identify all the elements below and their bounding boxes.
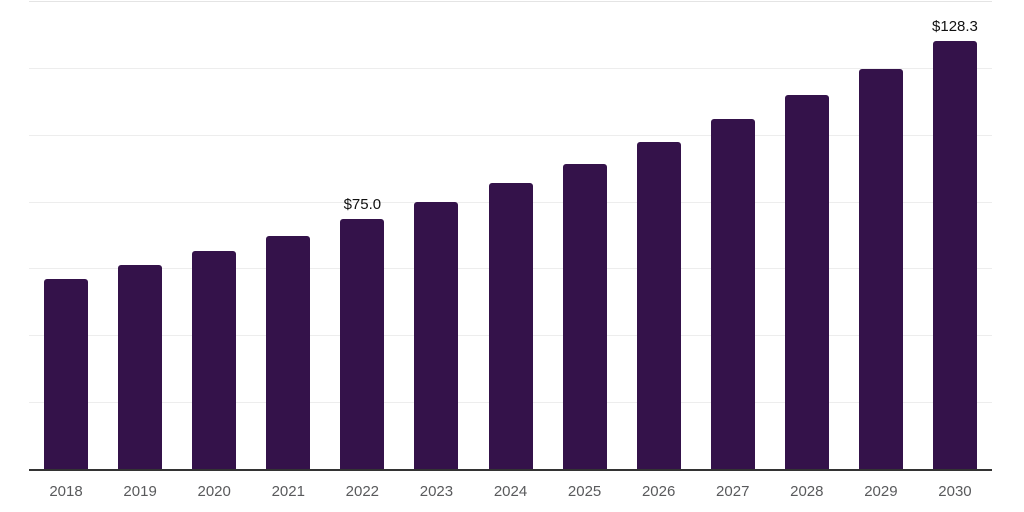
bar-band-2026 (622, 2, 696, 470)
x-tick-2020: 2020 (197, 483, 231, 500)
bar-band-2028 (770, 2, 844, 470)
bars: $75.0 $128.3 (29, 2, 992, 470)
bar-2019 (118, 265, 163, 470)
bar-band-2018 (29, 2, 103, 470)
x-tick-2019: 2019 (123, 483, 157, 500)
bar-2024 (488, 183, 533, 470)
bar-band-2022: $75.0 (325, 2, 399, 470)
bar-2028 (784, 94, 829, 470)
data-label-2030: $128.3 (932, 18, 978, 36)
data-label-2022: $75.0 (343, 196, 382, 214)
bar-band-2029 (844, 2, 918, 470)
bar-2022 (340, 219, 385, 470)
x-tick-2030: 2030 (938, 483, 972, 500)
gridline-140 (29, 1, 992, 2)
bar-2020 (192, 250, 237, 470)
bar-2029 (858, 68, 903, 470)
x-tick-2024: 2024 (493, 483, 528, 500)
bar-band-2030: $128.3 (918, 2, 992, 470)
bar-band-2025 (548, 2, 622, 470)
bar-2021 (266, 235, 311, 470)
x-tick-2027: 2027 (716, 483, 750, 500)
bar-band-2027 (696, 2, 770, 470)
x-axis-tick-labels: 2018 2019 2020 2021 2022 2023 2024 2025 2026 2027… (29, 483, 992, 501)
bar-band-2020 (177, 2, 251, 470)
bar-2030 (932, 41, 977, 470)
x-tick-2025: 2025 (567, 483, 602, 500)
gridline-100 (29, 134, 992, 136)
bar-2027 (710, 119, 755, 470)
x-tick-2023: 2023 (419, 483, 454, 500)
bar-band-2024 (473, 2, 547, 470)
bar-band-2019 (103, 2, 177, 470)
x-tick-2026: 2026 (641, 483, 676, 500)
plot-area: $75.0 $128.3 (29, 1, 992, 471)
x-tick-2018: 2018 (49, 483, 83, 500)
bar-2023 (414, 201, 459, 470)
x-tick-2028: 2028 (790, 483, 824, 500)
bar-band-2021 (251, 2, 325, 470)
gridline-120 (29, 67, 992, 69)
bar-2025 (562, 163, 607, 470)
bar-band-2023 (399, 2, 473, 470)
x-axis-line (29, 469, 992, 471)
bar-2026 (636, 142, 681, 470)
bar-2018 (44, 278, 89, 470)
x-tick-2029: 2029 (864, 483, 898, 500)
x-tick-2022: 2022 (345, 483, 380, 500)
x-tick-2021: 2021 (271, 483, 305, 500)
